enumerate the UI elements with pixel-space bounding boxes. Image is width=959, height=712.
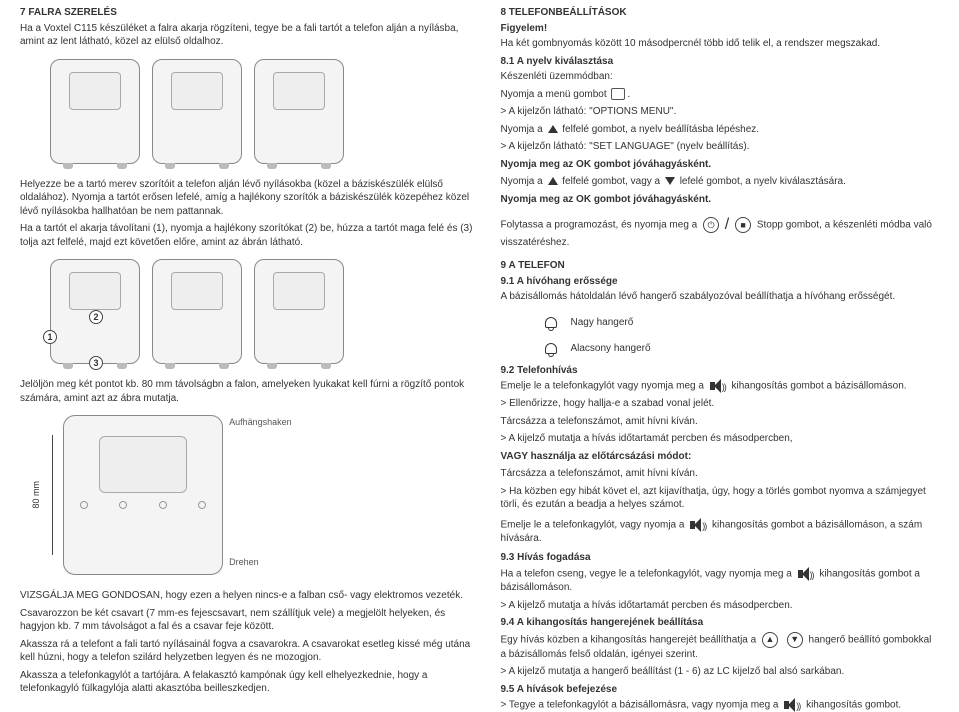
marker-3: 3 [89,356,103,370]
sec8-p5: Nyomja a felfelé gombot, a nyelv beállít… [500,123,939,137]
fig-row-2: 1 2 3 [50,259,480,364]
sec8-p8a: Nyomja a [500,176,542,187]
speaker-icon-2: )) [690,518,706,532]
sec8-p10a: Folytassa a programozást, és nyomja meg … [500,219,697,230]
sec8-p5a: Nyomja a [500,124,542,135]
device-fig-5 [152,259,242,364]
sec8-p8b: felfelé gombot, vagy a [562,176,660,187]
p93a: Ha a telefon cseng, vegye le a telefonka… [500,567,939,595]
soft-label: Alacsony hangerő [570,342,650,356]
sec9-title: 9 A TELEFON [500,259,939,273]
right-column: 8 TELEFONBEÁLLÍTÁSOK Figyelem! Ha két go… [490,6,949,624]
sec8-p9: Nyomja meg az OK gombot jóváhagyásként. [500,193,939,207]
sec8-p5b: felfelé gombot, a nyelv beállításba lépé… [562,124,759,135]
p92e: VAGY használja az előtárcsázási módot: [500,450,939,464]
sec7-p5: VIZSGÁLJA MEG GONDOSAN, hogy ezen a hely… [20,589,480,603]
left-column: 7 FALRA SZERELÉS Ha a Voxtel C115 készül… [10,6,490,624]
vol-up-icon: ▲ [762,632,778,648]
p94b: > A kijelző mutatja a hangerő beállítást… [500,665,939,679]
sec8-title: 8 TELEFONBEÁLLÍTÁSOK [500,6,939,20]
dim-line [52,435,53,555]
sec8-p8: Nyomja a felfelé gombot, vagy a lefelé g… [500,175,939,189]
sec8-p2: Készenléti üzemmódban: [500,70,939,84]
up-icon [548,125,558,133]
p95: > Tegye a telefonkagylót a bázisállomásr… [500,698,939,712]
device-fig-3 [254,59,344,164]
sec8-p4: > A kijelzőn látható: "OPTIONS MENU". [500,105,939,119]
sec8-p3a: Nyomja a menü gombot [500,89,606,100]
device-fig-4: 1 2 3 [50,259,140,364]
p92a: Emelje le a telefonkagylót vagy nyomja m… [500,379,939,393]
sec7-p4: Jelöljön meg két pontot kb. 80 mm távols… [20,378,480,405]
sec8-p8c: lefelé gombot, a nyelv kiválasztására. [680,176,846,187]
speaker-icon-3: )) [798,567,814,581]
sec8-p10: Folytassa a programozást, és nyomja meg … [500,214,939,249]
slash: / [725,216,729,233]
sec7-p7: Akassza rá a telefont a fali tartó nyílá… [20,638,480,665]
stop-icon: ■ [735,217,751,233]
power-icon: ⏻ [703,217,719,233]
p92f: Tárcsázza a telefonszámot, amit hívni kí… [500,467,939,481]
sec8-warn: Figyelem! [500,22,939,36]
big-figure-wrap: 80 mm Aufhängshaken Drehen [30,415,480,575]
marker-1: 1 [43,330,57,344]
sec8-p6: > A kijelzőn látható: "SET LANGUAGE" (ny… [500,140,939,154]
bell-soft-icon [543,342,557,356]
sec7-title: 7 FALRA SZERELÉS [20,6,480,20]
p91: A bázisállomás hátoldalán lévő hangerő s… [500,290,939,304]
sec7-p2: Helyezze be a tartó merev szorítóit a te… [20,178,480,219]
sec7-p6: Csavarozzon be két csavart (7 mm-es feje… [20,607,480,634]
sec8-p7: Nyomja meg az OK gombot jóváhagyásként. [500,158,939,172]
bell-loud-icon [543,316,557,330]
sec8-p3b: . [627,89,630,100]
p92h: Emelje le a telefonkagylót, vagy nyomja … [500,518,939,546]
p92d: > A kijelző mutatja a hívás időtartamát … [500,432,939,446]
sub94: 9.4 A kihangosítás hangerejének beállítá… [500,616,939,630]
device-fig-1 [50,59,140,164]
loud-label: Nagy hangerő [570,316,633,330]
sec8-p3: Nyomja a menü gombot . [500,88,939,102]
sec7-p8: Akassza a telefonkagylót a tartójára. A … [20,669,480,696]
device-fig-6 [254,259,344,364]
menu-icon [611,88,625,100]
soft-row: Alacsony hangerő [540,342,939,356]
device-fig-2 [152,59,242,164]
annot-turn: Drehen [229,556,259,568]
sec7-p1: Ha a Voxtel C115 készüléket a falra akar… [20,22,480,49]
device-big: Aufhängshaken Drehen [63,415,223,575]
speaker-icon-1: )) [710,379,726,393]
p93b: > A kijelző mutatja a hívás időtartamát … [500,599,939,613]
speaker-icon-4: )) [784,698,800,712]
fig-row-1 [50,59,480,164]
p92c: Tárcsázza a telefonszámot, amit hívni kí… [500,415,939,429]
dim-label: 80 mm [30,481,42,509]
p94a: Egy hívás közben a kihangosítás hangerej… [500,632,939,662]
sub92: 9.2 Telefonhívás [500,364,939,378]
annot-hook: Aufhängshaken [229,416,292,428]
loud-row: Nagy hangerő [540,316,939,330]
sec7-p3: Ha a tartót el akarja távolítani (1), ny… [20,222,480,249]
marker-2: 2 [89,310,103,324]
up-icon-2 [548,177,558,185]
sub95: 9.5 A hívások befejezése [500,683,939,697]
sub91: 9.1 A hívóhang erőssége [500,275,939,289]
p92g: > Ha közben egy hibát követ el, azt kija… [500,485,939,512]
sub93: 9.3 Hívás fogadása [500,551,939,565]
p92b: > Ellenőrizze, hogy hallja-e a szabad vo… [500,397,939,411]
vol-down-icon: ▼ [787,632,803,648]
down-icon [665,177,675,185]
sec8-p1: Ha két gombnyomás között 10 másodpercnél… [500,37,939,51]
sub81: 8.1 A nyelv kiválasztása [500,55,939,69]
